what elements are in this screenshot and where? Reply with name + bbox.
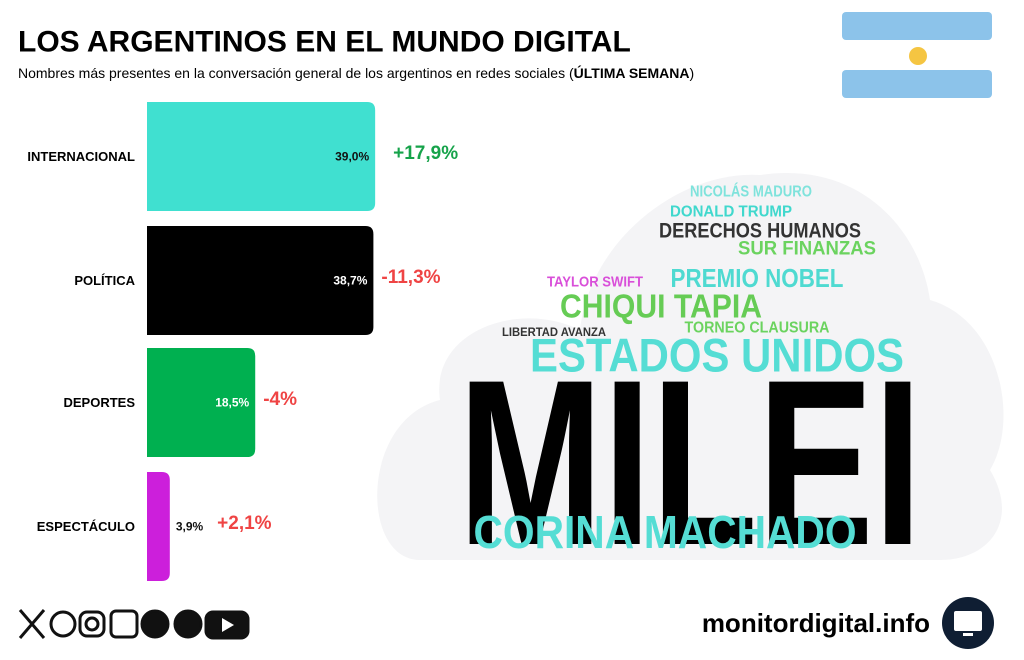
category-label: INTERNACIONAL xyxy=(27,149,135,164)
change-label: +2,1% xyxy=(217,513,272,534)
word: CORINA MACHADO xyxy=(474,506,857,558)
subtitle-text: Nombres más presentes en la conversación… xyxy=(18,65,574,81)
word-cloud-background xyxy=(377,172,1004,560)
bar xyxy=(147,102,376,211)
word: SUR FINANZAS xyxy=(738,239,876,260)
subtitle: Nombres más presentes en la conversación… xyxy=(18,64,694,81)
category-label: DEPORTES xyxy=(63,395,135,410)
word: CHIQUI TAPIA xyxy=(560,288,762,325)
word: TAYLOR SWIFT xyxy=(547,274,643,291)
word: NICOLÁS MADURO xyxy=(690,182,812,201)
value-label: 18,5% xyxy=(215,396,249,410)
word: ESTADOS UNIDOS xyxy=(530,329,904,382)
word: TORNEO CLAUSURA xyxy=(685,320,830,337)
change-label: +17,9% xyxy=(393,143,458,164)
bar xyxy=(147,226,374,335)
footer: monitordigital.info xyxy=(702,608,930,638)
category-label: POLÍTICA xyxy=(74,273,135,288)
word: DERECHOS HUMANOS xyxy=(659,220,861,243)
value-label: 38,7% xyxy=(333,274,367,288)
word: MILEI xyxy=(458,331,922,595)
change-label: -11,3% xyxy=(381,267,440,288)
word: PREMIO NOBEL xyxy=(671,263,844,293)
subtitle-bold: ÚLTIMA SEMANA xyxy=(574,64,690,81)
word: LIBERTAD AVANZA xyxy=(502,325,606,339)
bar xyxy=(147,472,170,581)
chart-title: LOS ARGENTINOS EN EL MUNDO DIGITAL xyxy=(18,26,631,59)
category-label: ESPECTÁCULO xyxy=(37,519,135,534)
word: DONALD TRUMP xyxy=(670,204,792,221)
bar xyxy=(147,348,256,457)
subtitle-text: ) xyxy=(690,65,695,81)
value-label: 39,0% xyxy=(335,150,369,164)
flag xyxy=(842,12,992,98)
value-label: 3,9% xyxy=(176,520,204,534)
change-label: -4% xyxy=(263,389,297,410)
monitor-icon xyxy=(942,597,994,649)
social-icons xyxy=(18,609,250,640)
